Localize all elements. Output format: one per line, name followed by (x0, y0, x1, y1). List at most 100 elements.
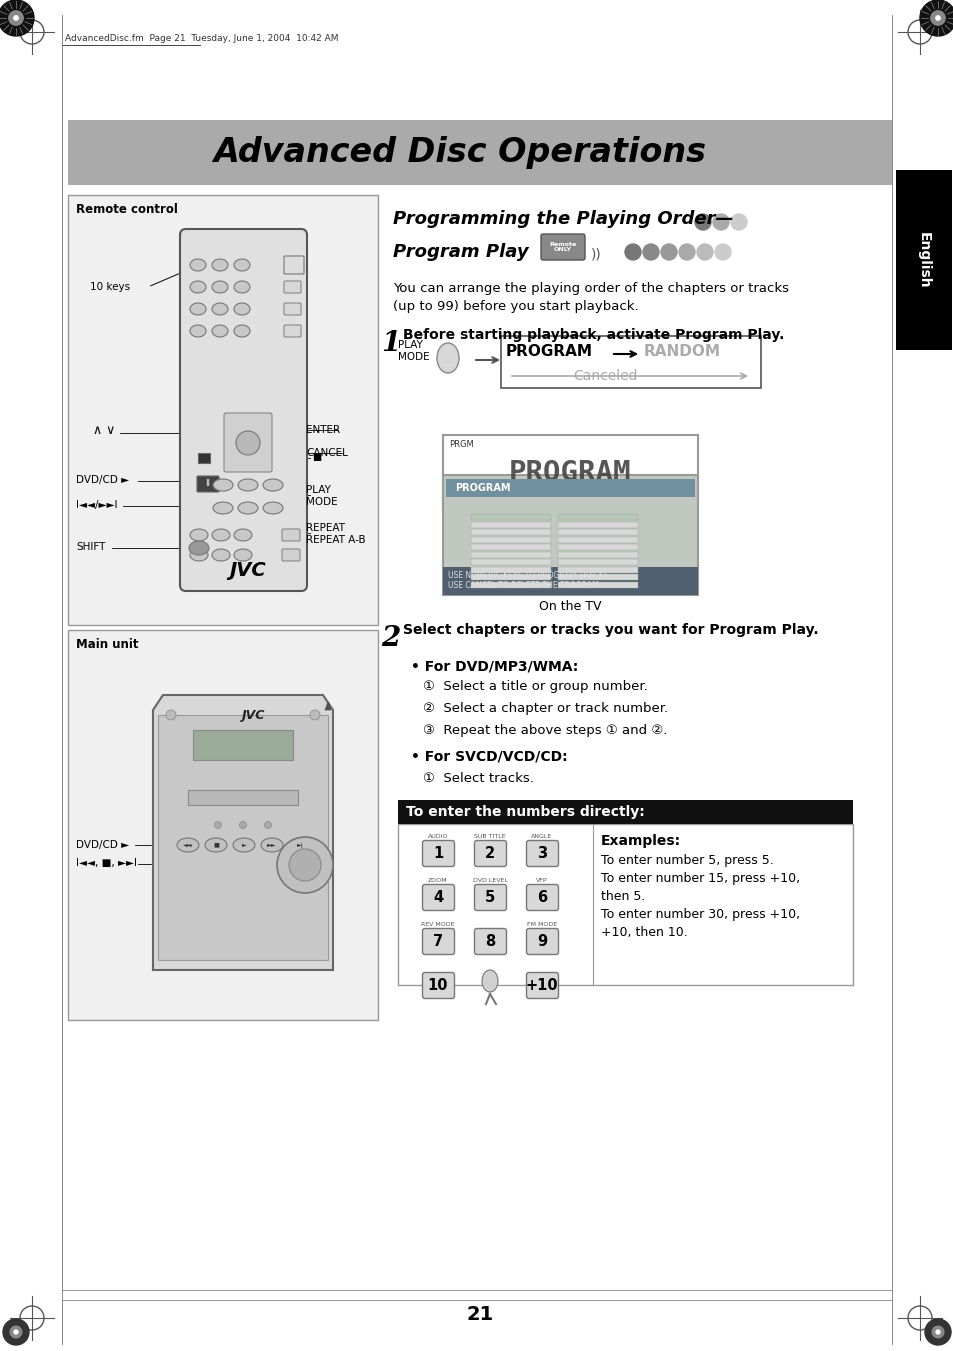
Text: On the TV: On the TV (538, 600, 600, 613)
Text: Programming the Playing Order—: Programming the Playing Order— (393, 209, 733, 228)
Text: 6: 6 (456, 553, 459, 557)
Text: 9: 9 (456, 574, 459, 580)
Text: Canceled: Canceled (573, 369, 638, 382)
Bar (558, 551, 638, 558)
Circle shape (660, 245, 677, 259)
Text: II: II (205, 478, 211, 488)
Text: REV MODE: REV MODE (421, 923, 455, 928)
Text: 10 keys: 10 keys (90, 282, 130, 292)
FancyBboxPatch shape (526, 885, 558, 911)
Circle shape (310, 711, 319, 720)
Text: To enter number 5, press 5.
To enter number 15, press +10,
then 5.
To enter numb: To enter number 5, press 5. To enter num… (600, 854, 800, 939)
Ellipse shape (190, 259, 206, 272)
Ellipse shape (212, 326, 228, 336)
Text: English: English (916, 231, 930, 288)
Bar (558, 581, 638, 588)
Text: ①  Select tracks.: ① Select tracks. (422, 771, 534, 785)
Text: REPEAT A-B: REPEAT A-B (306, 535, 365, 544)
FancyBboxPatch shape (193, 730, 293, 761)
Text: PLAY
MODE: PLAY MODE (397, 340, 429, 362)
Circle shape (935, 16, 939, 20)
Text: ■: ■ (213, 843, 218, 847)
Ellipse shape (233, 530, 252, 540)
Bar (471, 581, 551, 588)
Text: • For DVD/MP3/WMA:: • For DVD/MP3/WMA: (411, 661, 578, 674)
Text: 6: 6 (537, 889, 546, 905)
Text: Advanced Disc Operations: Advanced Disc Operations (213, 136, 706, 169)
Ellipse shape (233, 326, 250, 336)
Circle shape (0, 0, 34, 36)
Ellipse shape (205, 838, 227, 852)
Text: Program Play: Program Play (393, 243, 528, 261)
Text: DVD/CD ►: DVD/CD ► (76, 840, 129, 850)
FancyBboxPatch shape (474, 885, 506, 911)
Text: REPEAT: REPEAT (306, 523, 345, 534)
Bar (397, 800, 852, 824)
Text: 10: 10 (454, 582, 461, 586)
FancyBboxPatch shape (474, 928, 506, 955)
Ellipse shape (263, 480, 283, 490)
Text: ►|: ►| (296, 842, 303, 847)
FancyBboxPatch shape (68, 195, 377, 626)
Circle shape (679, 245, 695, 259)
FancyBboxPatch shape (282, 549, 299, 561)
Text: VFP: VFP (536, 878, 547, 884)
Ellipse shape (190, 281, 206, 293)
Circle shape (924, 1319, 950, 1346)
Text: 5: 5 (456, 544, 459, 550)
FancyBboxPatch shape (196, 476, 219, 492)
Text: ►: ► (241, 843, 246, 847)
Text: Examples:: Examples: (600, 834, 680, 848)
Bar (471, 551, 551, 558)
Ellipse shape (233, 259, 250, 272)
Text: FM MODE: FM MODE (526, 923, 557, 928)
FancyBboxPatch shape (442, 476, 698, 594)
Bar (471, 530, 551, 535)
Text: 4: 4 (433, 889, 442, 905)
FancyBboxPatch shape (158, 715, 328, 961)
Text: JVC: JVC (230, 561, 266, 580)
Bar (558, 513, 638, 520)
Text: Select chapters or tracks you want for Program Play.: Select chapters or tracks you want for P… (402, 623, 818, 638)
FancyBboxPatch shape (442, 435, 698, 505)
Bar (558, 521, 638, 527)
FancyBboxPatch shape (422, 885, 454, 911)
Text: 1: 1 (380, 330, 400, 357)
Circle shape (642, 245, 659, 259)
Text: 2: 2 (484, 846, 495, 861)
FancyBboxPatch shape (422, 973, 454, 998)
Ellipse shape (190, 530, 208, 540)
Text: PROGRAM: PROGRAM (508, 459, 631, 486)
Text: I◄◄/►►I: I◄◄/►►I (76, 500, 117, 509)
Ellipse shape (233, 281, 250, 293)
Ellipse shape (237, 480, 257, 490)
FancyBboxPatch shape (282, 530, 299, 540)
Text: ②  Select a chapter or track number.: ② Select a chapter or track number. (422, 703, 667, 715)
Circle shape (714, 245, 730, 259)
Text: USE NUMERIC KEYS TO PROGRAM TRACKS.: USE NUMERIC KEYS TO PROGRAM TRACKS. (448, 570, 610, 580)
Ellipse shape (177, 838, 199, 852)
Text: ③  Repeat the above steps ① and ②.: ③ Repeat the above steps ① and ②. (422, 724, 667, 738)
Text: DVD/CD ►: DVD/CD ► (76, 476, 129, 485)
Circle shape (697, 245, 712, 259)
FancyBboxPatch shape (526, 840, 558, 866)
Text: PLAY: PLAY (306, 485, 331, 494)
Bar (895, 170, 951, 350)
Text: Before starting playback, activate Program Play.: Before starting playback, activate Progr… (402, 328, 783, 342)
Text: • For SVCD/VCD/CD:: • For SVCD/VCD/CD: (411, 750, 567, 765)
Bar (471, 544, 551, 550)
Text: PRGM: PRGM (449, 440, 474, 449)
Ellipse shape (212, 281, 228, 293)
Text: 1: 1 (433, 846, 442, 861)
Circle shape (235, 431, 260, 455)
Text: +10: +10 (525, 978, 558, 993)
Circle shape (289, 848, 320, 881)
Bar (471, 536, 551, 543)
Text: 8: 8 (456, 567, 459, 571)
Circle shape (931, 1327, 943, 1337)
Ellipse shape (190, 549, 208, 561)
Circle shape (695, 213, 710, 230)
Bar (558, 574, 638, 580)
Circle shape (239, 821, 246, 828)
Text: 1: 1 (456, 515, 459, 520)
